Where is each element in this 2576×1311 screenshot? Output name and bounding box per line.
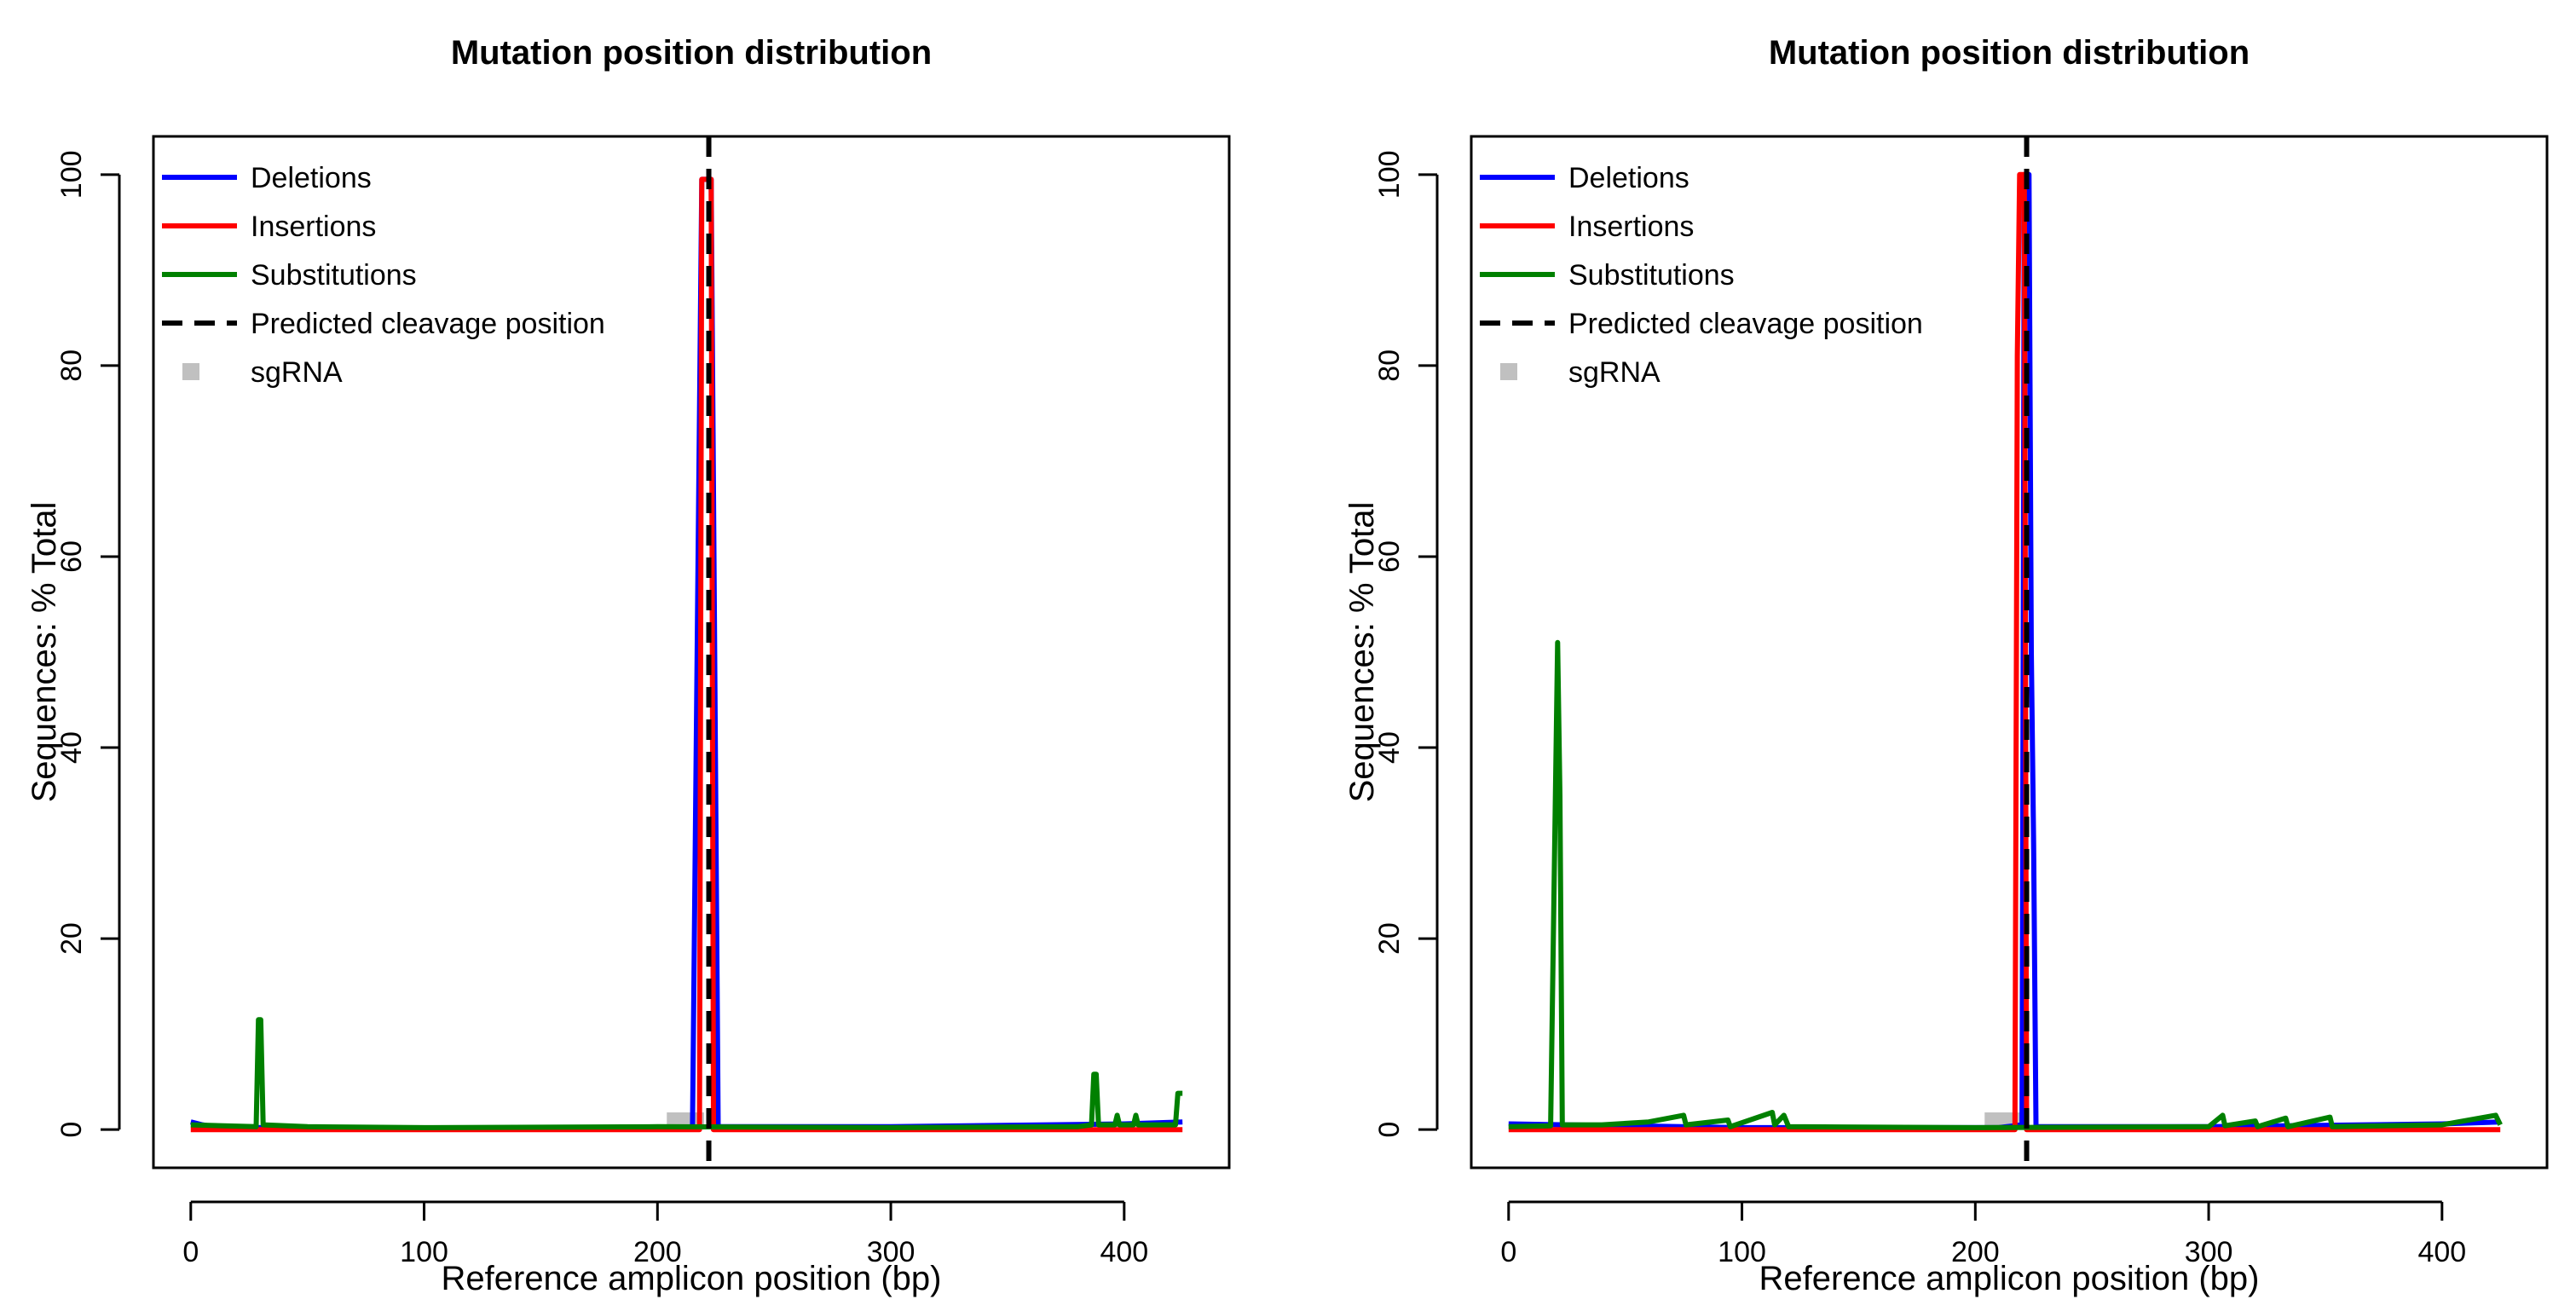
legend-label: Predicted cleavage position [1568, 308, 1923, 340]
x-tick-label: 100 [1718, 1236, 1766, 1268]
plot-frame [1470, 135, 2549, 1170]
legend-label: Predicted cleavage position [251, 308, 605, 340]
y-tick-label: 0 [55, 1122, 88, 1138]
y-tick-label: 100 [55, 150, 88, 199]
legend: Deletions Insertions Substitutions Predicte… [162, 162, 605, 389]
y-tick-label: 40 [1373, 731, 1406, 764]
y-tick-label: 40 [55, 731, 88, 764]
x-axis-label: Reference amplicon position (bp) [1759, 1260, 2260, 1297]
series-line-substitutions [1508, 639, 2503, 1130]
y-tick-label: 60 [1373, 540, 1406, 573]
chart-title: Mutation position distribution [451, 34, 932, 72]
legend-label: Insertions [1568, 211, 1694, 243]
legend: Deletions Insertions Substitutions Predicte… [1480, 162, 1923, 389]
y-tick-label: 20 [55, 922, 88, 955]
y-tick-label: 20 [1373, 922, 1406, 955]
chart-title: Mutation position distribution [1769, 34, 2250, 72]
x-tick-label: 0 [182, 1236, 199, 1268]
x-tick-label: 200 [1951, 1236, 2000, 1268]
x-tick-label: 400 [2417, 1236, 2466, 1268]
legend-label: Deletions [251, 162, 372, 194]
legend-swatch-sgrna [182, 363, 199, 380]
x-tick-label: 200 [633, 1236, 682, 1268]
y-axis-label: Sequences: % Total [1343, 502, 1381, 803]
x-axis-label: Reference amplicon position (bp) [442, 1260, 942, 1297]
legend-label: Substitutions [1568, 259, 1735, 292]
y-tick-label: 0 [1373, 1122, 1406, 1138]
y-tick-label: 60 [55, 540, 88, 573]
y-axis-label: Sequences: % Total [26, 502, 63, 803]
legend-label: Substitutions [251, 259, 417, 292]
x-tick-label: 0 [1500, 1236, 1516, 1268]
series-line-substitutions [190, 1017, 1183, 1130]
plot-frame [152, 135, 1231, 1170]
x-tick-label: 400 [1100, 1236, 1148, 1268]
y-tick-label: 80 [55, 349, 88, 382]
legend-swatch-sgrna [1500, 363, 1517, 380]
x-tick-label: 300 [867, 1236, 915, 1268]
legend-label: Insertions [251, 211, 376, 243]
legend-label: Deletions [1568, 162, 1689, 194]
x-tick-label: 300 [2185, 1236, 2233, 1268]
legend-label: sgRNA [1568, 356, 1661, 389]
y-tick-label: 100 [1373, 150, 1406, 199]
y-tick-label: 80 [1373, 349, 1406, 382]
legend-label: sgRNA [251, 356, 343, 389]
x-tick-label: 100 [400, 1236, 448, 1268]
